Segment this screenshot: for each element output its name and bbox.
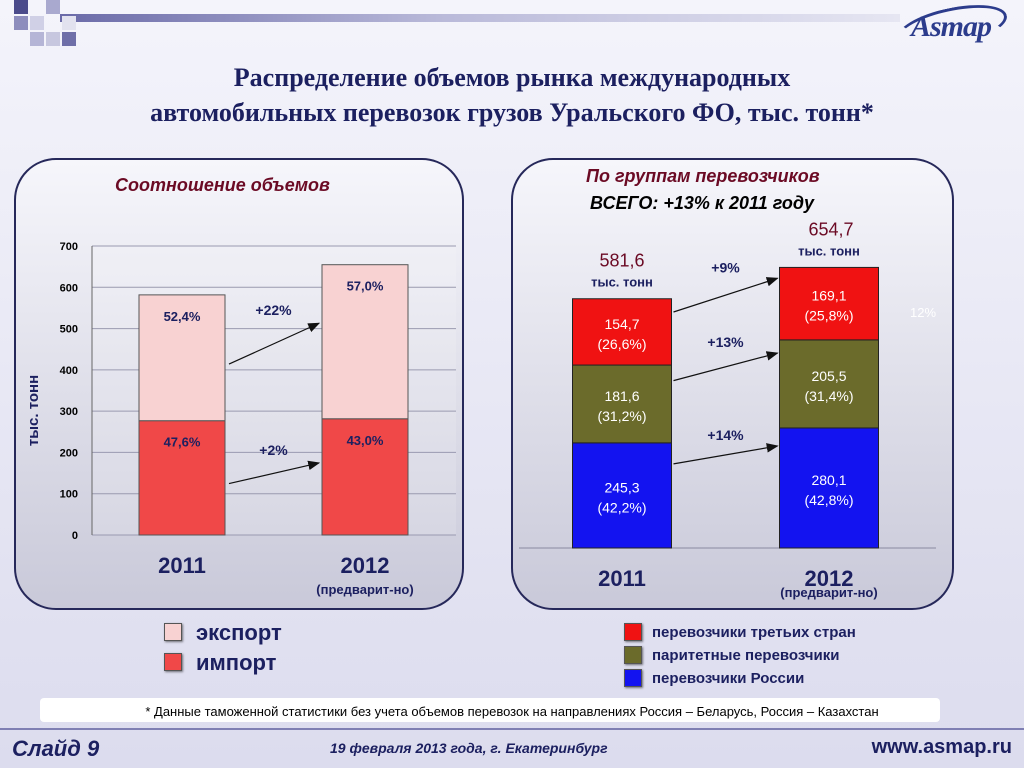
right-category-note: (предварит-но)	[780, 585, 877, 600]
right-growth-arrow	[673, 277, 779, 313]
right-bar-value-label: 280,1	[811, 472, 846, 488]
legend-swatch-parity	[624, 646, 642, 664]
left-growth-arrow	[228, 322, 321, 365]
deco-square	[62, 32, 76, 46]
right-bar-share-label: (26,6%)	[597, 336, 646, 352]
left-tick-label: 200	[60, 447, 78, 459]
slide-title-line2: автомобильных перевозок грузов Уральског…	[150, 98, 874, 127]
right-bar-value-label: 154,7	[604, 316, 639, 332]
slide-title-line1: Распределение объемов рынка международны…	[233, 63, 791, 92]
right-bar-value-label: 205,5	[811, 368, 846, 384]
volume-ratio-heading: Соотношение объемов	[115, 175, 330, 195]
legend-swatch-third-country	[624, 623, 642, 641]
right-bar-2011-series-2	[572, 298, 672, 366]
left-bar-2011-export	[138, 294, 226, 422]
right-growth-label: +14%	[707, 427, 744, 443]
footer-divider	[0, 728, 1024, 730]
footnote: * Данные таможенной статистики без учета…	[145, 704, 879, 719]
left-tick-label: 700	[60, 241, 78, 253]
legend-swatch-russia	[624, 669, 642, 687]
right-growth-label: +9%	[711, 259, 740, 275]
right-bar-share-label: (25,8%)	[804, 308, 853, 324]
carrier-groups-total-growth: ВСЕГО: +13% к 2011 году	[590, 193, 815, 213]
legend-swatch-import	[164, 653, 182, 671]
deco-square	[14, 16, 28, 30]
left-tick-label: 500	[60, 324, 78, 336]
logo-text: Asmap	[910, 10, 992, 43]
right-bar-share-label: (31,2%)	[597, 408, 646, 424]
left-bar-share-label: 43,0%	[347, 433, 384, 448]
side-note-percent: 12%	[910, 305, 937, 320]
deco-square	[62, 16, 76, 30]
carrier-groups-heading: По группам перевозчиков	[586, 166, 820, 186]
deco-square	[30, 32, 44, 46]
legend-label-export: экспорт	[196, 620, 282, 645]
slide-title: Распределение объемов рынка международны…	[20, 60, 1004, 130]
website-link[interactable]: www.asmap.ru	[871, 736, 1012, 758]
right-growth-arrow	[673, 351, 779, 382]
legend-label-parity: паритетные перевозчики	[652, 647, 840, 664]
left-tick-label: 100	[60, 489, 78, 501]
right-bar-2012-series-1	[779, 339, 879, 429]
right-bar-2011-series-1	[572, 364, 672, 444]
right-growth-arrow	[673, 443, 779, 465]
legend-label-third-country: перевозчики третьих стран	[652, 624, 856, 641]
left-category-label-2012: 2012	[341, 553, 390, 578]
right-total-value: 581,6	[599, 251, 644, 271]
deco-square	[30, 16, 44, 30]
left-bar-share-label: 47,6%	[164, 435, 201, 450]
left-bar-2011-import	[138, 420, 226, 536]
right-category-label-2011: 2011	[598, 566, 646, 591]
left-bar-share-label: 57,0%	[347, 279, 384, 294]
slide-number: Слайд 9	[12, 736, 100, 761]
right-bar-2012-series-2	[779, 266, 879, 341]
legend-swatch-export	[164, 623, 182, 641]
right-bar-share-label: (31,4%)	[804, 388, 853, 404]
left-growth-label: +2%	[259, 442, 288, 458]
left-tick-label: 400	[60, 365, 78, 377]
right-bar-share-label: (42,2%)	[597, 499, 646, 515]
left-growth-arrow	[228, 460, 321, 485]
deco-square	[46, 32, 60, 46]
deco-square	[46, 0, 60, 14]
right-growth-label: +13%	[707, 334, 744, 350]
left-bar-2012-import	[321, 418, 409, 536]
right-total-value: 654,7	[808, 219, 853, 239]
deco-square	[14, 0, 28, 14]
legend-label-russia: перевозчики России	[652, 670, 805, 687]
left-category-note: (предварит-но)	[316, 582, 413, 597]
asmap-logo: Asmap	[892, 0, 1011, 58]
right-total-unit: тыс. тонн	[798, 243, 860, 258]
right-bar-2011-series-0	[572, 442, 672, 549]
left-tick-label: 600	[60, 282, 78, 294]
left-tick-label: 0	[72, 530, 78, 542]
right-total-unit: тыс. тонн	[591, 275, 653, 290]
left-category-label-2011: 2011	[158, 553, 206, 578]
left-growth-label: +22%	[255, 302, 292, 318]
right-bar-share-label: (42,8%)	[804, 492, 853, 508]
right-bar-2012-series-0	[779, 427, 879, 549]
left-bar-share-label: 52,4%	[164, 309, 201, 324]
right-bar-value-label: 245,3	[604, 479, 639, 495]
right-bar-value-label: 169,1	[811, 288, 846, 304]
right-bar-value-label: 181,6	[604, 388, 639, 404]
footnote-box	[40, 698, 940, 722]
left-bar-2012-export	[321, 264, 409, 420]
date-place: 19 февраля 2013 года, г. Екатеринбург	[330, 740, 608, 756]
top-decoration	[0, 0, 1024, 52]
top-stripe	[60, 14, 900, 22]
left-y-axis-label: тыс. тонн	[25, 375, 42, 446]
left-tick-label: 300	[60, 406, 78, 418]
legend-label-import: импорт	[196, 650, 277, 675]
right-category-label-2012: 2012	[805, 566, 854, 591]
